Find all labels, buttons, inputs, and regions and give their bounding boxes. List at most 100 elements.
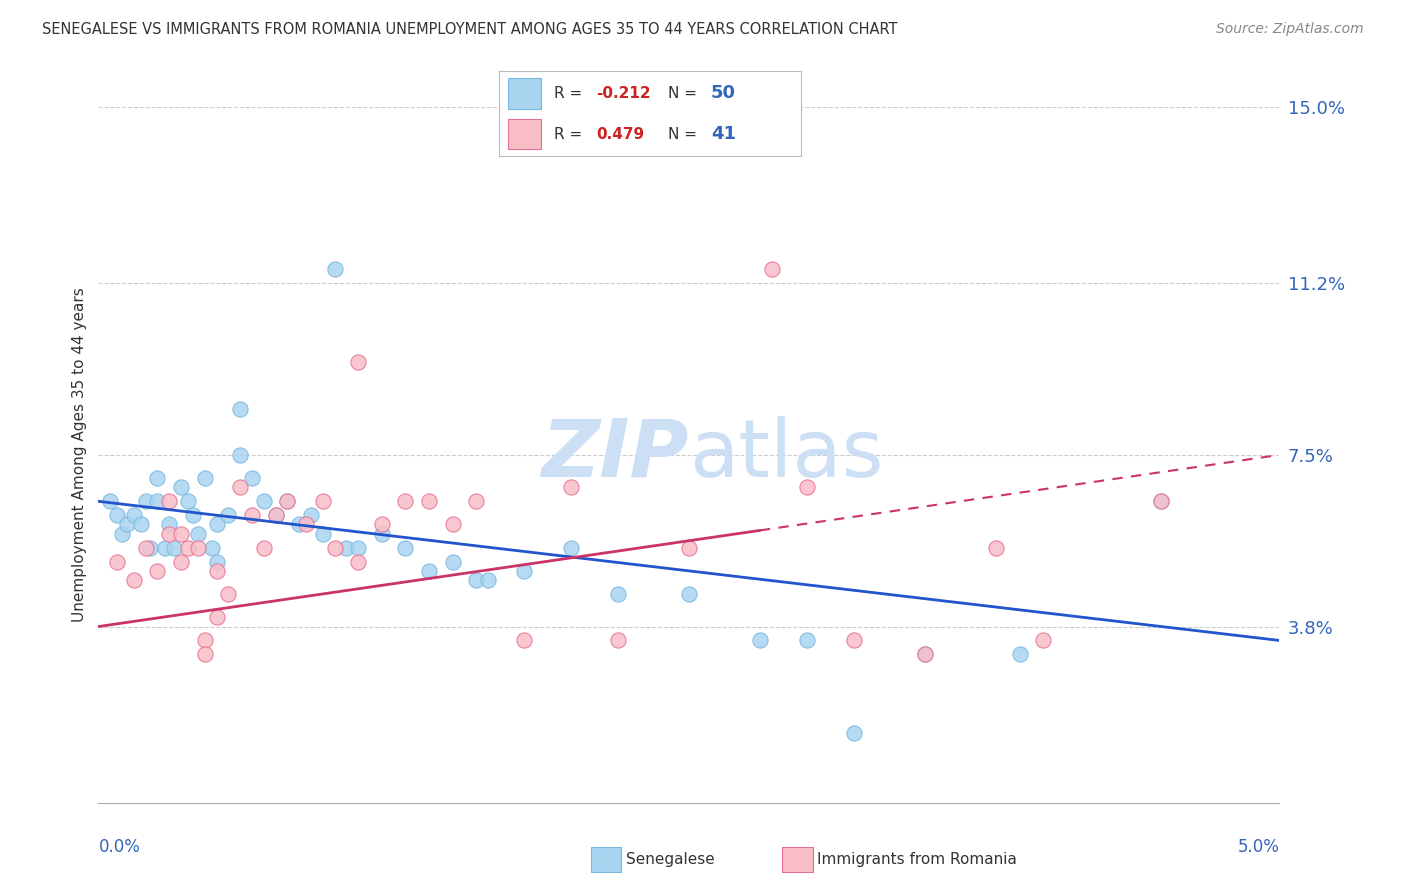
Point bbox=[129, 517, 152, 532]
Point bbox=[323, 541, 346, 555]
Point bbox=[105, 508, 128, 523]
Point bbox=[205, 517, 228, 532]
Point bbox=[1150, 494, 1173, 508]
Text: Senegalese: Senegalese bbox=[626, 853, 714, 867]
Point bbox=[253, 494, 276, 508]
Text: ZIP: ZIP bbox=[541, 416, 689, 494]
Point bbox=[312, 526, 335, 541]
Text: 50: 50 bbox=[710, 85, 735, 103]
Text: 0.479: 0.479 bbox=[596, 127, 644, 142]
Point bbox=[796, 480, 818, 494]
Point bbox=[335, 541, 357, 555]
Point bbox=[146, 494, 169, 508]
Text: R =: R = bbox=[554, 86, 586, 101]
Point bbox=[323, 262, 346, 277]
Point bbox=[761, 262, 783, 277]
Point bbox=[441, 555, 464, 569]
Point bbox=[229, 401, 252, 416]
Point bbox=[240, 508, 263, 523]
Point bbox=[844, 726, 866, 740]
Point bbox=[177, 541, 200, 555]
Y-axis label: Unemployment Among Ages 35 to 44 years: Unemployment Among Ages 35 to 44 years bbox=[72, 287, 87, 623]
Point bbox=[122, 573, 145, 587]
Text: 5.0%: 5.0% bbox=[1237, 838, 1279, 855]
Point bbox=[312, 494, 335, 508]
Point bbox=[512, 633, 534, 648]
Point bbox=[194, 471, 217, 485]
Point bbox=[276, 494, 298, 508]
Point bbox=[253, 541, 276, 555]
Point bbox=[678, 541, 700, 555]
Point bbox=[194, 648, 217, 662]
Point bbox=[465, 573, 488, 587]
Point bbox=[512, 564, 534, 578]
Text: 41: 41 bbox=[710, 125, 735, 143]
Point bbox=[371, 517, 394, 532]
Point bbox=[678, 587, 700, 601]
Point bbox=[135, 541, 157, 555]
Point bbox=[295, 517, 318, 532]
Point bbox=[153, 541, 176, 555]
Bar bbox=[508, 119, 541, 149]
Point bbox=[844, 633, 866, 648]
Point bbox=[914, 648, 936, 662]
Point bbox=[796, 633, 818, 648]
Text: Immigrants from Romania: Immigrants from Romania bbox=[817, 853, 1017, 867]
Point bbox=[205, 555, 228, 569]
Text: N =: N = bbox=[668, 86, 702, 101]
Point bbox=[115, 517, 138, 532]
Point bbox=[170, 526, 193, 541]
Point bbox=[347, 355, 370, 369]
Point bbox=[205, 610, 228, 624]
Point bbox=[560, 480, 582, 494]
Point bbox=[418, 564, 440, 578]
Point bbox=[122, 508, 145, 523]
Point bbox=[299, 508, 322, 523]
Point bbox=[347, 541, 370, 555]
Point bbox=[163, 541, 186, 555]
Point bbox=[177, 494, 200, 508]
Point bbox=[394, 494, 416, 508]
Point bbox=[748, 633, 770, 648]
Point bbox=[240, 471, 263, 485]
Point bbox=[465, 494, 488, 508]
Point bbox=[170, 480, 193, 494]
Point bbox=[264, 508, 287, 523]
Point bbox=[187, 526, 209, 541]
Text: atlas: atlas bbox=[689, 416, 883, 494]
Point bbox=[194, 633, 217, 648]
Point bbox=[201, 541, 224, 555]
Point bbox=[1150, 494, 1173, 508]
Point bbox=[441, 517, 464, 532]
Text: SENEGALESE VS IMMIGRANTS FROM ROMANIA UNEMPLOYMENT AMONG AGES 35 TO 44 YEARS COR: SENEGALESE VS IMMIGRANTS FROM ROMANIA UN… bbox=[42, 22, 897, 37]
Text: N =: N = bbox=[668, 127, 702, 142]
Point bbox=[181, 508, 204, 523]
Point bbox=[217, 587, 239, 601]
Point bbox=[1008, 648, 1031, 662]
Point bbox=[146, 471, 169, 485]
Point bbox=[146, 564, 169, 578]
Point bbox=[105, 555, 128, 569]
Point bbox=[288, 517, 311, 532]
Point bbox=[111, 526, 134, 541]
Point bbox=[394, 541, 416, 555]
Point bbox=[157, 494, 180, 508]
Point bbox=[607, 587, 630, 601]
Point bbox=[347, 555, 370, 569]
Text: -0.212: -0.212 bbox=[596, 86, 651, 101]
Point bbox=[984, 541, 1007, 555]
Point bbox=[98, 494, 121, 508]
Point bbox=[157, 517, 180, 532]
Point bbox=[170, 555, 193, 569]
Point bbox=[914, 648, 936, 662]
Point bbox=[1032, 633, 1054, 648]
Point bbox=[229, 480, 252, 494]
Point bbox=[607, 633, 630, 648]
Text: 0.0%: 0.0% bbox=[98, 838, 141, 855]
Point bbox=[477, 573, 499, 587]
Point bbox=[217, 508, 239, 523]
Point bbox=[139, 541, 162, 555]
Text: R =: R = bbox=[554, 127, 586, 142]
Point bbox=[276, 494, 298, 508]
Point bbox=[187, 541, 209, 555]
